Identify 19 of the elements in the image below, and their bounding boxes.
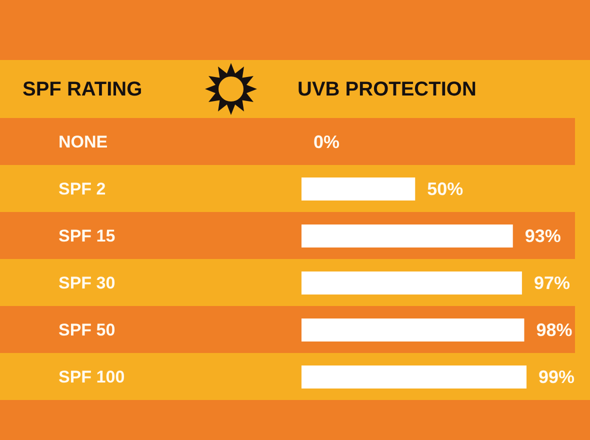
data-label: 98% bbox=[536, 320, 572, 340]
y-tick-label: SPF 15 bbox=[58, 226, 116, 246]
data-label: 93% bbox=[524, 226, 561, 246]
data-label: 99% bbox=[538, 367, 575, 387]
bar bbox=[302, 178, 416, 200]
y-tick-label: SPF 2 bbox=[58, 180, 106, 198]
data-label: 97% bbox=[534, 273, 570, 293]
y-tick-label: SPF 50 bbox=[58, 320, 116, 340]
bar bbox=[302, 366, 526, 388]
bar bbox=[302, 318, 524, 342]
bar bbox=[302, 272, 522, 294]
x-axis-title: UVB PROTECTION bbox=[298, 78, 476, 100]
y-tick-label: SPF 30 bbox=[58, 274, 116, 292]
bar bbox=[302, 224, 513, 248]
y-axis-title: SPF RATING bbox=[22, 78, 142, 100]
data-label: 0% bbox=[314, 132, 340, 152]
data-label: 50% bbox=[427, 179, 464, 199]
y-tick-label: SPF 100 bbox=[58, 368, 125, 386]
y-tick-label: NONE bbox=[58, 132, 108, 152]
